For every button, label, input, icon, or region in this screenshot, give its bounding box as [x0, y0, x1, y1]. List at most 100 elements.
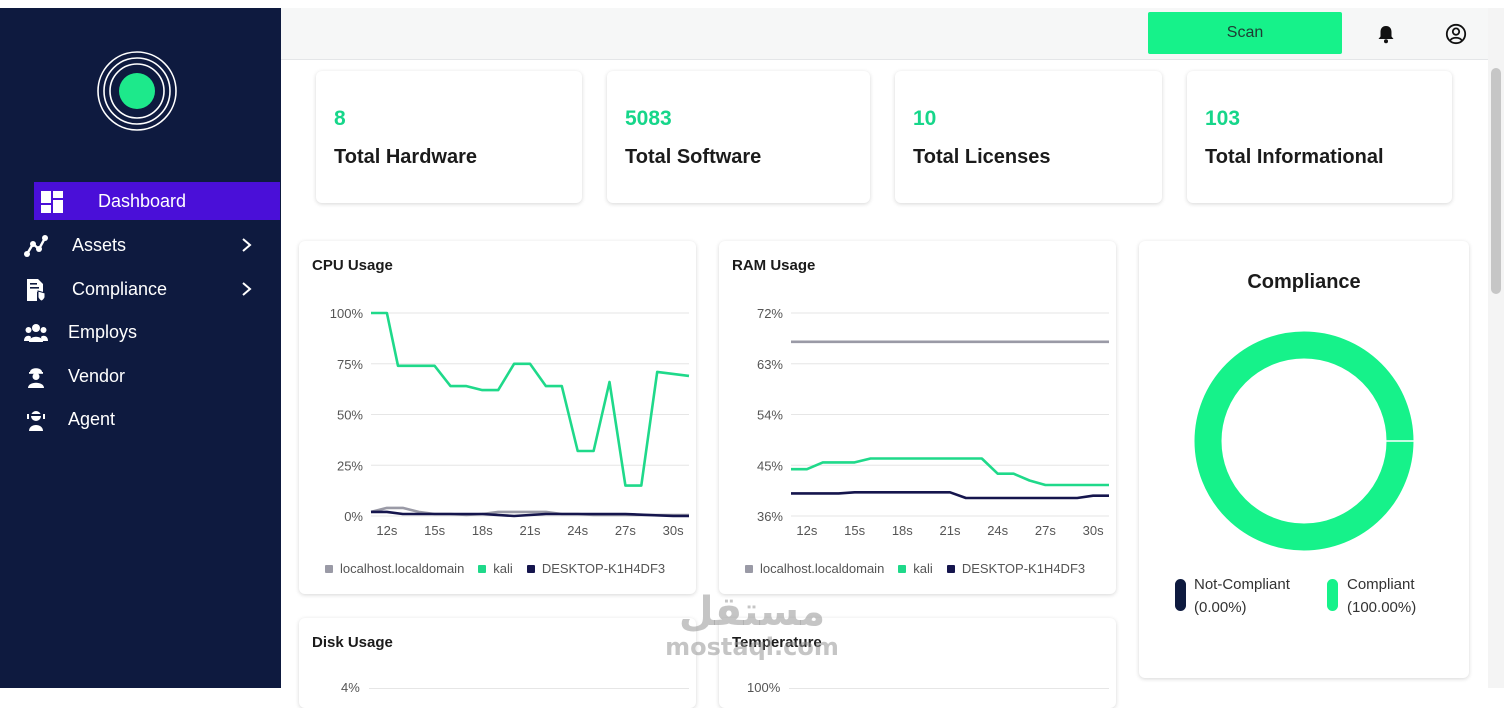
legend-item-compliant[interactable]: Compliant (100.00%): [1347, 573, 1416, 619]
legend-item[interactable]: kali: [478, 561, 513, 576]
gridline: [789, 688, 1109, 689]
stat-value: 5083: [625, 107, 672, 130]
sidebar-item-compliance[interactable]: Compliance: [0, 270, 281, 308]
y-tick-label: 100%: [330, 306, 364, 321]
chart-legend: localhost.localdomain kali DESKTOP-K1H4D…: [325, 561, 665, 576]
series-line-kali[interactable]: [371, 311, 690, 487]
legend-item[interactable]: localhost.localdomain: [745, 561, 884, 576]
ram-usage-panel: 72% 63% 54% 45% 36% 12s 15s 18s 21s 24s 27s 30s RAM…: [719, 241, 1116, 594]
x-tick-label: 18s: [892, 523, 913, 538]
x-tick-label: 12s: [796, 523, 817, 538]
y-tick-label: 45%: [757, 458, 783, 473]
legend-item[interactable]: DESKTOP-K1H4DF3: [526, 561, 666, 576]
app-logo: [97, 51, 177, 131]
stat-value: 8: [334, 107, 346, 130]
stat-card-licenses[interactable]: 10 Total Licenses: [895, 71, 1162, 203]
compliance-panel: Compliance Not-Compliant (0.00%) Complia…: [1139, 241, 1469, 678]
stat-label: Total Software: [625, 146, 762, 168]
panel-title: RAM Usage: [732, 257, 816, 274]
legend-item[interactable]: DESKTOP-K1H4DF3: [946, 561, 1086, 576]
top-bar: Scan: [281, 8, 1488, 60]
legend-item-not-compliant[interactable]: Not-Compliant (0.00%): [1194, 573, 1290, 619]
y-tick-label: 54%: [757, 408, 783, 423]
vendor-icon: [28, 368, 44, 388]
legend-label: DESKTOP-K1H4DF3: [541, 561, 666, 576]
x-tick-label: 30s: [663, 523, 684, 538]
legend-label: localhost.localdomain: [340, 561, 465, 576]
stat-label: Total Informational: [1205, 146, 1384, 168]
compliance-donut-chart: [1194, 331, 1414, 551]
sidebar-item-label: Agent: [68, 409, 116, 429]
legend-label: Not-Compliant: [1194, 576, 1290, 593]
cpu-usage-panel: 100% 75% 50% 25% 0% 12s 15s 18s 21s 24s 27s 30s CPU…: [299, 241, 696, 594]
panel-title: CPU Usage: [312, 257, 393, 274]
scrollbar-thumb[interactable]: [1491, 68, 1501, 294]
stat-card-software[interactable]: 5083 Total Software: [607, 71, 870, 203]
sidebar-item-label: Compliance: [72, 279, 168, 299]
not-compliant-swatch: [1175, 579, 1186, 611]
sidebar-item-vendor[interactable]: Vendor: [0, 357, 281, 395]
sidebar-item-agent[interactable]: Agent: [0, 400, 281, 438]
temperature-panel: Temperature 100%: [719, 618, 1116, 708]
x-tick-label: 24s: [987, 523, 1008, 538]
sidebar-item-label: Assets: [72, 235, 127, 255]
x-tick-label: 21s: [940, 523, 961, 538]
compliant-swatch: [1327, 579, 1338, 611]
sidebar-item-assets[interactable]: Assets: [0, 226, 281, 264]
gridline: [369, 688, 689, 689]
assets-icon: [24, 235, 48, 257]
donut-slice-Compliant[interactable]: [1194, 331, 1414, 551]
bell-icon[interactable]: [1375, 23, 1397, 45]
y-tick-label: 25%: [337, 458, 363, 473]
sidebar-item-employs[interactable]: Employs: [0, 313, 281, 351]
legend-label: kali: [913, 561, 933, 576]
x-tick-label: 24s: [567, 523, 588, 538]
x-tick-label: 12s: [376, 523, 397, 538]
ram-usage-chart: 72% 63% 54% 45% 36% 12s 15s 18s 21s 24s 27s 30s: [757, 306, 1109, 538]
stat-card-informational[interactable]: 103 Total Informational: [1187, 71, 1452, 203]
series-line-kali[interactable]: [791, 457, 1109, 487]
legend-item[interactable]: localhost.localdomain: [325, 561, 464, 576]
panel-title: Disk Usage: [312, 634, 393, 651]
series-line-DESKTOP-K1H4DF3[interactable]: [791, 491, 1109, 500]
legend-label: localhost.localdomain: [760, 561, 885, 576]
dashboard-icon: [41, 191, 63, 213]
legend-swatch: [898, 564, 907, 573]
x-tick-label: 18s: [472, 523, 493, 538]
x-tick-label: 30s: [1083, 523, 1104, 538]
panel-title: Temperature: [732, 634, 822, 651]
agent-icon: [27, 411, 45, 431]
user-account-icon[interactable]: [1445, 23, 1467, 45]
app-frame: Dashboard Assets Compliance: [0, 8, 1504, 708]
y-tick-label: 72%: [757, 306, 783, 321]
y-tick-label: 75%: [337, 357, 363, 372]
legend-item[interactable]: kali: [898, 561, 933, 576]
sidebar-item-label: Vendor: [68, 366, 126, 386]
sidebar-item-dashboard[interactable]: Dashboard: [34, 182, 280, 220]
stat-value: 103: [1205, 107, 1241, 130]
x-tick-label: 21s: [520, 523, 541, 538]
legend-percent: (0.00%): [1194, 599, 1247, 616]
x-tick-label: 27s: [1035, 523, 1056, 538]
legend-swatch: [946, 564, 955, 573]
legend-percent: (100.00%): [1347, 599, 1417, 616]
y-tick-label: 50%: [337, 408, 363, 423]
legend-label: DESKTOP-K1H4DF3: [961, 561, 1086, 576]
legend-swatch: [478, 564, 487, 573]
chevron-right-icon: [242, 238, 252, 252]
main-content: 8 Total Hardware 5083 Total Software 10 …: [281, 60, 1488, 708]
x-tick-label: 27s: [615, 523, 636, 538]
x-tick-label: 15s: [424, 523, 445, 538]
sidebar-item-label: Employs: [68, 322, 138, 342]
stat-label: Total Hardware: [334, 146, 477, 168]
panel-title: Compliance: [1247, 271, 1361, 293]
legend-label: kali: [493, 561, 513, 576]
chevron-right-icon: [242, 282, 252, 296]
sidebar-item-label: Dashboard: [98, 191, 187, 211]
stat-card-hardware[interactable]: 8 Total Hardware: [316, 71, 582, 203]
legend-label: Compliant: [1347, 576, 1415, 593]
cpu-usage-chart: 100% 75% 50% 25% 0% 12s 15s 18s 21s 24s 27s 30s: [330, 306, 690, 538]
legend-swatch: [325, 564, 333, 573]
scan-button[interactable]: Scan: [1148, 12, 1342, 54]
series-line-DESKTOP-K1H4DF3[interactable]: [371, 510, 689, 518]
